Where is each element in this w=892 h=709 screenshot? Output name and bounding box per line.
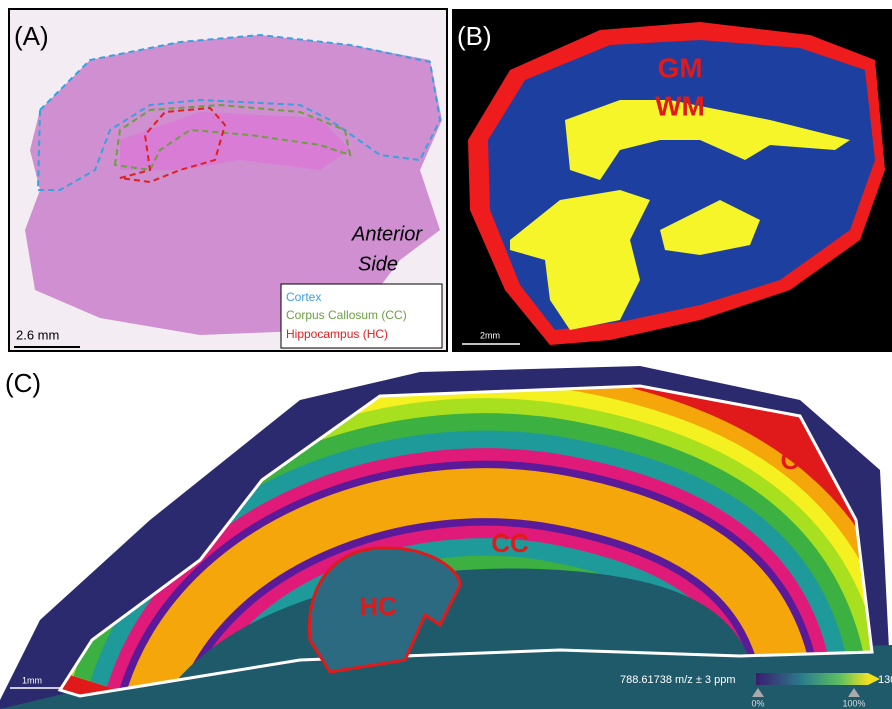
legend-entry: Corpus Callosum (CC) [286, 308, 407, 322]
region-label: GM [657, 52, 702, 83]
panel-label: (B) [457, 21, 492, 51]
colorbar-tick: 130 [878, 674, 892, 686]
scale-label: 2mm [480, 330, 500, 340]
region-label: CC [491, 528, 529, 558]
annotation: Anterior [351, 223, 423, 245]
region-label: HC [359, 591, 397, 621]
colorbar-tick: 100% [842, 698, 865, 708]
panel-c: (C) OC CC HC 1mm 788.61738 m/z ± 3 ppm 1… [0, 356, 892, 709]
panel-label: (A) [14, 21, 49, 51]
figure: (A) Anterior Side Cortex Corpus Callosum… [0, 0, 892, 709]
panel-a: (A) Anterior Side Cortex Corpus Callosum… [9, 9, 447, 351]
colorbar-tick: 0% [751, 698, 764, 708]
colorbar-title: 788.61738 m/z ± 3 ppm [620, 674, 736, 686]
region-label: WM [655, 90, 705, 121]
region-label: OC [781, 445, 820, 475]
page: (A) Anterior Side Cortex Corpus Callosum… [0, 0, 892, 709]
scale-label: 1mm [22, 675, 42, 685]
scale-label: 2.6 mm [16, 327, 59, 342]
legend-entry: Cortex [286, 290, 321, 304]
panel-label: (C) [5, 368, 41, 398]
legend-entry: Hippocampus (HC) [286, 327, 388, 341]
annotation: Side [358, 253, 398, 275]
colorbar [756, 673, 868, 685]
panel-b: (B) GM WM 2mm [452, 9, 892, 352]
